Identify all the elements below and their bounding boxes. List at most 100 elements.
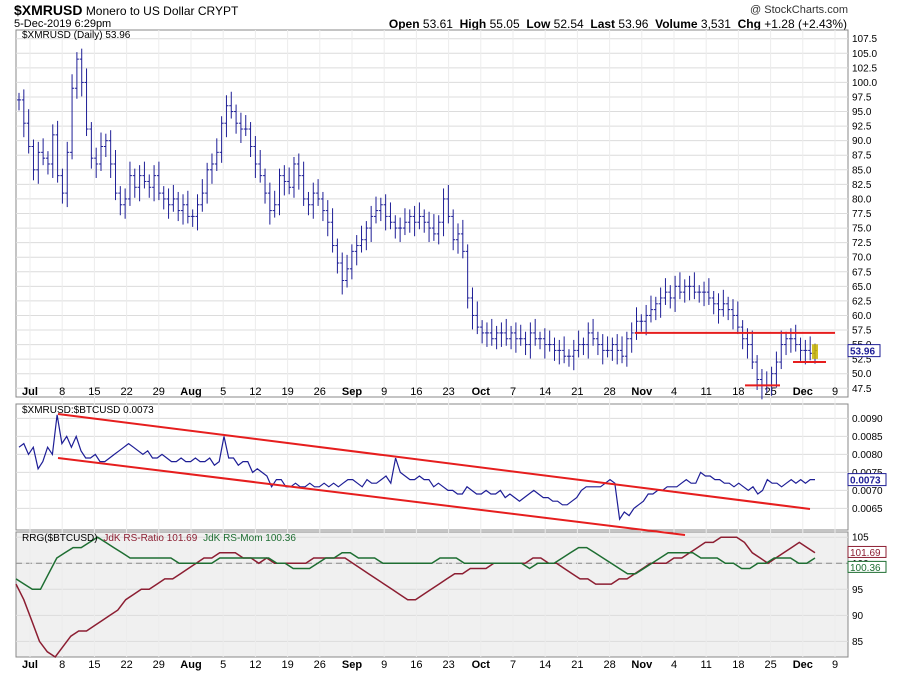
x-tick-label: Dec — [793, 659, 813, 671]
y-tick-label: 85.0 — [852, 165, 872, 176]
x-tick-label: Jul — [22, 386, 38, 398]
volume-label: Volume — [655, 17, 698, 31]
rrg-last-box — [847, 545, 887, 558]
y-tick-label: 102.5 — [852, 63, 877, 74]
x-tick-label: 11 — [700, 386, 711, 398]
x-tick-label: 7 — [510, 659, 516, 671]
x-tick-label: 7 — [510, 386, 516, 398]
y-tick-label: 65.0 — [852, 282, 872, 293]
high-value: 55.05 — [489, 17, 520, 31]
last-value-label: 53.96 — [850, 347, 875, 358]
ratio-last-box — [847, 473, 887, 487]
x-tick-label: Oct — [472, 386, 491, 398]
rrg-mom-legend: JdK RS-Mom 100.36 — [203, 533, 296, 544]
rrg-last-label: 101.69 — [850, 548, 881, 559]
x-tick-label: 28 — [603, 659, 615, 671]
y-tick-label: 80.0 — [852, 194, 872, 205]
x-tick-label: 25 — [764, 386, 776, 398]
y-tick-label: 52.5 — [852, 355, 872, 366]
x-tick-label: 4 — [671, 386, 677, 398]
y-tick-label: 107.5 — [852, 34, 877, 45]
y-tick-label: 97.5 — [852, 92, 872, 103]
rs-mom-line — [15, 536, 816, 591]
y-tick-label: 60.0 — [852, 311, 872, 322]
last-value: 53.96 — [618, 17, 649, 31]
x-tick-label: 18 — [732, 659, 744, 671]
rrg-panel — [15, 531, 849, 658]
rrg-last-label: 100.36 — [850, 563, 881, 574]
x-tick-label: 5 — [220, 386, 226, 398]
x-tick-label: 8 — [59, 659, 65, 671]
x-tick-label: 15 — [88, 659, 100, 671]
low-value: 52.54 — [553, 17, 584, 31]
x-tick-label: 29 — [153, 659, 165, 671]
chart-date: 5-Dec-2019 6:29pm — [14, 18, 112, 30]
x-tick-label: 9 — [832, 659, 838, 671]
x-tick-label: 22 — [120, 386, 132, 398]
x-tick-label: 12 — [249, 386, 261, 398]
x-tick-label: Nov — [631, 659, 653, 671]
chart-header: $XMRUSD Monero to US Dollar CRYPT — [14, 2, 238, 18]
x-tick-label: 16 — [410, 659, 422, 671]
x-tick-label: 21 — [571, 659, 583, 671]
x-tick-label: Aug — [180, 659, 201, 671]
rrg-ratio-legend: JdK RS-Ratio 101.69 — [103, 533, 197, 544]
x-tick-label: 8 — [59, 386, 65, 398]
x-tick-label: Aug — [180, 386, 201, 398]
y-tick-label: 85 — [852, 637, 864, 648]
y-tick-label: 0.0065 — [852, 504, 883, 515]
y-tick-label: 62.5 — [852, 296, 872, 307]
y-tick-label: 57.5 — [852, 326, 872, 337]
y-tick-label: 92.5 — [852, 122, 872, 133]
y-tick-label: 95 — [852, 585, 864, 596]
y-tick-label: 82.5 — [852, 180, 872, 191]
x-tick-label: 26 — [314, 386, 326, 398]
x-tick-label: 18 — [732, 386, 744, 398]
y-tick-label: 105.0 — [852, 49, 877, 60]
y-tick-label: 100.0 — [852, 78, 877, 89]
x-tick-label: Dec — [793, 386, 813, 398]
x-tick-label: 28 — [603, 386, 615, 398]
x-tick-label: Jul — [22, 659, 38, 671]
y-tick-label: 67.5 — [852, 267, 872, 278]
channel-lower — [57, 457, 686, 536]
y-tick-label: 0.0070 — [852, 486, 883, 497]
x-tick-label: 25 — [764, 659, 776, 671]
rs-ratio-line — [15, 536, 816, 659]
last-label: Last — [590, 17, 616, 31]
x-tick-label: 19 — [281, 386, 293, 398]
chg-value: +1.28 (+2.43%) — [764, 17, 847, 31]
x-tick-label: 11 — [700, 659, 711, 671]
y-tick-label: 90 — [852, 611, 864, 622]
x-tick-label: 14 — [539, 386, 551, 398]
y-tick-label: 105 — [852, 533, 869, 544]
x-tick-label: 9 — [381, 659, 387, 671]
y-tick-label: 72.5 — [852, 238, 872, 249]
last-bar-highlight — [812, 344, 818, 359]
x-tick-label: 14 — [539, 659, 551, 671]
x-tick-label: Oct — [472, 659, 491, 671]
x-tick-label: 23 — [442, 386, 454, 398]
y-tick-label: 95.0 — [852, 107, 872, 118]
rrg-legend: RRG($BTCUSD) JdK RS-Ratio 101.69 JdK RS-… — [22, 533, 296, 544]
watermark: @ StockCharts.com — [750, 4, 848, 16]
y-tick-label: 50.0 — [852, 369, 872, 380]
y-tick-label: 75.0 — [852, 224, 872, 235]
x-tick-label: 15 — [88, 386, 100, 398]
y-tick-label: 87.5 — [852, 151, 872, 162]
open-label: Open — [388, 17, 420, 31]
high-label: High — [459, 17, 487, 31]
x-tick-label: Sep — [342, 386, 362, 398]
x-tick-label: 22 — [120, 659, 132, 671]
x-tick-label: 4 — [671, 659, 677, 671]
low-label: Low — [526, 17, 551, 31]
channel-upper — [57, 413, 811, 510]
x-tick-label: Nov — [631, 386, 653, 398]
y-tick-label: 0.0090 — [852, 414, 883, 425]
symbol-label: $XMRUSD — [14, 2, 83, 18]
x-tick-label: 5 — [220, 659, 226, 671]
price-legend: $XMRUSD (Daily) 53.96 — [22, 30, 131, 41]
ratio-last-label: 0.0073 — [850, 476, 881, 487]
x-tick-label: 19 — [281, 659, 293, 671]
y-tick-label: 0.0080 — [852, 450, 883, 461]
